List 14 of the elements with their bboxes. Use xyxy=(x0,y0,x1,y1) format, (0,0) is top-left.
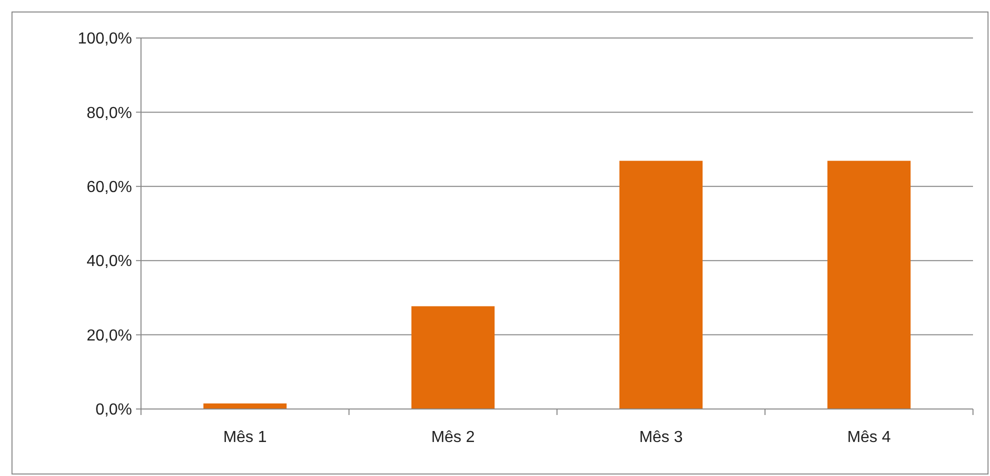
y-tick-label: 100,0% xyxy=(78,30,132,48)
y-tick-label: 20,0% xyxy=(86,327,132,344)
bar xyxy=(827,160,911,409)
y-tick-label: 80,0% xyxy=(86,104,132,122)
bar xyxy=(619,160,703,409)
bar xyxy=(203,403,287,409)
x-tick-label: Mês 3 xyxy=(639,429,683,446)
bar xyxy=(411,306,495,409)
x-tick-label: Mês 2 xyxy=(431,429,475,446)
y-tick-label: 40,0% xyxy=(86,253,132,270)
x-tick-label: Mês 1 xyxy=(223,429,267,446)
y-tick-label: 60,0% xyxy=(86,179,132,196)
y-tick-label: 0,0% xyxy=(96,402,132,419)
x-tick-label: Mês 4 xyxy=(847,429,891,446)
